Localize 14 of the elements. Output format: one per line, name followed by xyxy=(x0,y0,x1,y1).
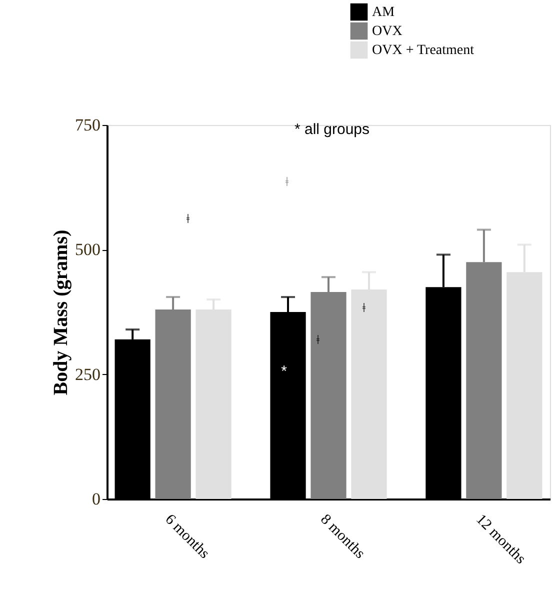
y-tick-label: 0 xyxy=(92,490,100,508)
y-axis-title: Body Mass (grams) xyxy=(50,230,72,396)
y-tick-label: 500 xyxy=(75,240,100,260)
legend-label: AM xyxy=(372,5,396,20)
annotation: ǂ xyxy=(362,300,366,315)
annotation: ǂ xyxy=(186,211,190,226)
annotation: ǂ xyxy=(285,174,290,189)
legend-label: OVX xyxy=(372,24,402,39)
annotation: * xyxy=(281,363,288,380)
y-tick-label: 250 xyxy=(75,364,100,384)
annotation: ǂ xyxy=(316,332,320,347)
annotation: * all groups xyxy=(294,121,370,138)
y-tick-label: 750 xyxy=(75,116,100,134)
legend-label: OVX + Treatment xyxy=(372,43,474,58)
